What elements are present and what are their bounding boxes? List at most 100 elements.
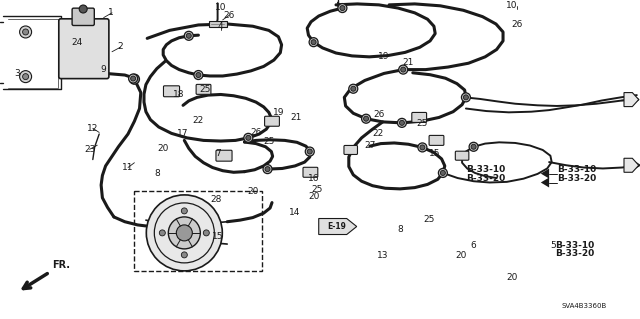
FancyBboxPatch shape (429, 135, 444, 145)
Text: 9: 9 (101, 65, 106, 74)
Text: 22: 22 (193, 116, 204, 125)
Text: 18: 18 (173, 90, 185, 99)
Circle shape (159, 230, 165, 236)
Text: 17: 17 (177, 129, 188, 138)
Text: 3: 3 (15, 69, 20, 78)
Circle shape (22, 74, 29, 80)
Text: E-19: E-19 (327, 222, 346, 231)
Circle shape (440, 170, 445, 175)
Text: 25: 25 (423, 215, 435, 224)
Text: B-33-10: B-33-10 (466, 165, 505, 174)
Circle shape (469, 142, 478, 151)
Circle shape (463, 95, 468, 100)
Text: FR.: FR. (52, 260, 70, 270)
Circle shape (461, 93, 470, 102)
Bar (134, 191, 262, 271)
Text: 20: 20 (506, 273, 518, 282)
Circle shape (184, 31, 193, 40)
Circle shape (177, 225, 192, 241)
Polygon shape (624, 158, 639, 172)
Circle shape (397, 118, 406, 127)
Text: 8: 8 (154, 169, 159, 178)
Text: 20: 20 (157, 144, 169, 153)
Text: 20: 20 (455, 251, 467, 260)
Circle shape (351, 86, 356, 91)
FancyBboxPatch shape (455, 151, 469, 160)
Text: 10: 10 (506, 1, 518, 10)
FancyBboxPatch shape (59, 19, 109, 78)
Text: 15: 15 (212, 232, 223, 241)
Circle shape (181, 208, 188, 214)
Text: 20: 20 (247, 187, 259, 196)
Text: 27: 27 (364, 141, 376, 150)
Text: 12: 12 (87, 124, 99, 133)
Circle shape (338, 4, 347, 12)
Text: SVA4B3360B: SVA4B3360B (562, 303, 607, 309)
Text: B-33-10: B-33-10 (556, 241, 595, 249)
Circle shape (22, 29, 29, 35)
Circle shape (420, 145, 425, 150)
Circle shape (186, 33, 191, 38)
Text: 26: 26 (223, 11, 235, 20)
Circle shape (129, 74, 138, 83)
Text: 26: 26 (511, 20, 523, 29)
Circle shape (309, 38, 318, 47)
Circle shape (471, 144, 476, 149)
Text: 20: 20 (308, 192, 319, 201)
Circle shape (311, 40, 316, 45)
Text: 25: 25 (199, 85, 211, 94)
Text: 28: 28 (211, 195, 222, 204)
Circle shape (340, 5, 345, 11)
Text: 23: 23 (84, 145, 95, 154)
FancyBboxPatch shape (412, 112, 427, 122)
Circle shape (204, 230, 209, 236)
Circle shape (196, 72, 201, 78)
Circle shape (20, 26, 31, 38)
Text: B-33-20: B-33-20 (556, 249, 595, 258)
Circle shape (362, 114, 371, 123)
Text: 24: 24 (71, 38, 83, 47)
Circle shape (401, 67, 406, 72)
Text: 26: 26 (250, 128, 262, 137)
Text: 21: 21 (290, 113, 301, 122)
Text: 13: 13 (377, 251, 388, 260)
Text: 14: 14 (289, 208, 300, 217)
FancyBboxPatch shape (163, 86, 180, 97)
Circle shape (364, 116, 369, 121)
Circle shape (399, 65, 408, 74)
Text: 26: 26 (374, 110, 385, 119)
FancyBboxPatch shape (264, 116, 280, 126)
FancyBboxPatch shape (216, 150, 232, 161)
Polygon shape (541, 177, 549, 188)
FancyBboxPatch shape (303, 167, 318, 177)
Circle shape (79, 5, 87, 13)
Circle shape (305, 147, 314, 156)
FancyBboxPatch shape (72, 8, 94, 26)
Text: B-33-20: B-33-20 (557, 174, 596, 182)
Bar (209, 21, 227, 26)
Text: 6: 6 (471, 241, 476, 250)
Text: 21: 21 (403, 58, 414, 67)
Circle shape (349, 84, 358, 93)
Text: 16: 16 (308, 174, 319, 183)
Text: 7: 7 (215, 149, 220, 158)
Circle shape (265, 167, 270, 172)
Text: 25: 25 (417, 119, 428, 128)
Text: 2: 2 (118, 42, 123, 51)
Circle shape (244, 133, 253, 142)
Polygon shape (624, 93, 639, 107)
Text: 19: 19 (378, 52, 390, 61)
Text: 5: 5 (551, 241, 556, 249)
Circle shape (131, 76, 136, 81)
Text: B-33-20: B-33-20 (466, 174, 505, 182)
FancyBboxPatch shape (344, 145, 358, 154)
Circle shape (129, 74, 140, 84)
Text: 19: 19 (273, 108, 284, 117)
Text: 8: 8 (397, 225, 403, 234)
Polygon shape (319, 219, 356, 234)
Text: 1: 1 (108, 8, 113, 17)
Text: 25: 25 (311, 185, 323, 194)
Text: 11: 11 (122, 163, 134, 172)
FancyBboxPatch shape (196, 85, 211, 94)
Circle shape (147, 195, 222, 271)
